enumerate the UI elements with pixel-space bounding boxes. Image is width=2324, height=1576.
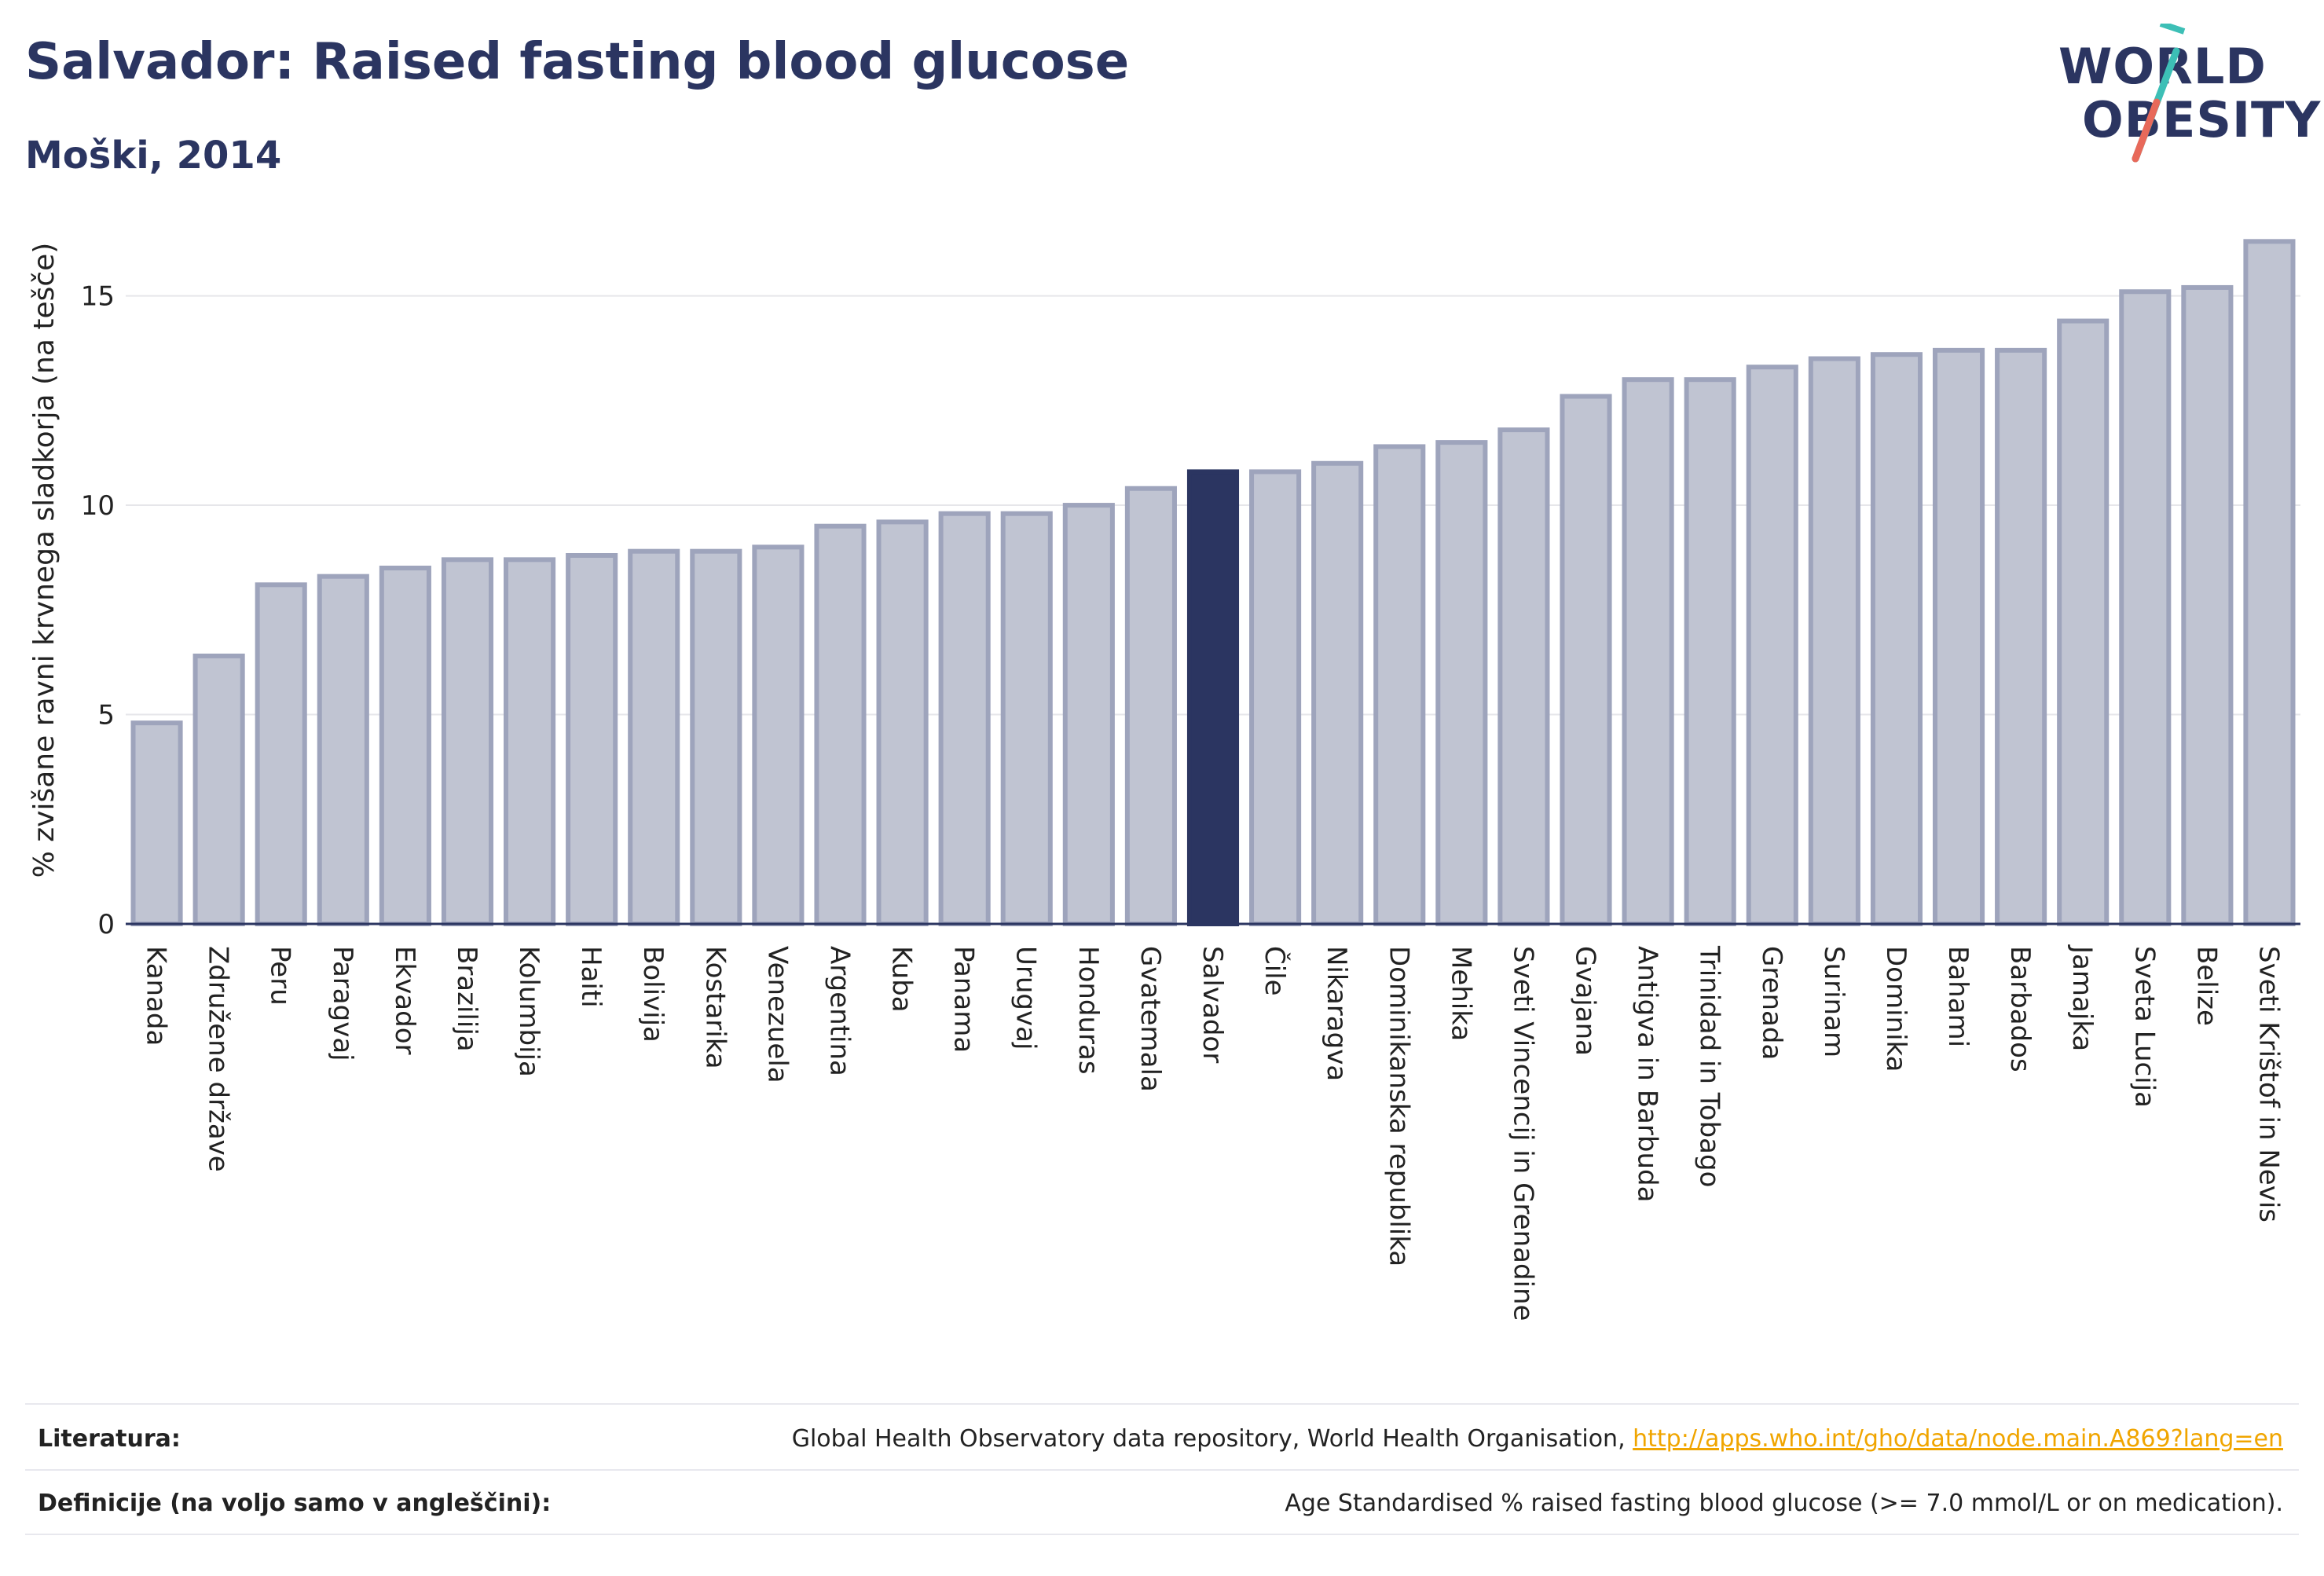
- footer-row-sources: Literatura: Global Health Observatory da…: [25, 1408, 2299, 1471]
- x-tick-label: Nikaragva: [1321, 946, 1352, 1081]
- bar: [1870, 352, 1923, 926]
- bar: [255, 582, 307, 926]
- sources-link[interactable]: http://apps.who.int/gho/data/node.main.A…: [1633, 1425, 2283, 1453]
- footer-divider: [25, 1534, 2299, 1535]
- bar: [1186, 469, 1240, 926]
- x-tick-label: Salvador: [1197, 946, 1228, 1063]
- x-tick-label: Belize: [2190, 946, 2222, 1026]
- x-tick-label: Gvajana: [1570, 946, 1601, 1056]
- bar: [752, 544, 805, 927]
- x-tick-label: Peru: [265, 946, 296, 1006]
- x-tick-label: Gvatemala: [1135, 946, 1166, 1092]
- x-tick-label: Grenada: [1756, 946, 1787, 1060]
- bar: [504, 557, 556, 926]
- x-tick-label: Argentina: [823, 946, 855, 1076]
- bar: [876, 519, 929, 926]
- bar: [1311, 460, 1364, 926]
- footer-divider: [25, 1469, 2299, 1471]
- bar: [1435, 440, 1488, 926]
- y-tick-label: 10: [81, 490, 115, 522]
- bar: [1497, 427, 1550, 926]
- x-tick-label: Trinidad in Tobago: [1694, 945, 1725, 1187]
- x-tick-label: Bolivija: [637, 946, 669, 1043]
- bar: [814, 523, 867, 926]
- sources-value: Global Health Observatory data repositor…: [792, 1425, 2283, 1453]
- chart-subtitle: Moški, 2014: [25, 134, 282, 178]
- x-tick-label: Panama: [948, 946, 980, 1053]
- x-tick-label: Brazilija: [451, 946, 482, 1052]
- bar: [566, 553, 618, 926]
- bar: [628, 548, 680, 927]
- y-tick-label: 15: [81, 281, 115, 313]
- y-tick-label: 5: [97, 700, 115, 731]
- bar: [441, 557, 494, 926]
- x-tick-label: Sveti Krištof in Nevis: [2253, 946, 2284, 1222]
- bar: [2181, 284, 2234, 927]
- x-tick-label: Haiti: [575, 946, 607, 1008]
- x-tick-label: Kuba: [886, 946, 918, 1013]
- x-tick-label: Honduras: [1072, 946, 1104, 1075]
- y-axis-label: % zvišane ravni krvnega sladkorja (na te…: [28, 243, 60, 878]
- footer-row-definitions: Definicije (na voljo samo v angleščini):…: [25, 1472, 2299, 1535]
- bar: [379, 566, 431, 926]
- x-tick-label: Urugvaj: [1010, 946, 1042, 1050]
- x-tick-label: Kolumbija: [513, 946, 544, 1077]
- bar: [1560, 394, 1612, 926]
- bar: [1995, 347, 2047, 926]
- x-tick-label: Mehika: [1445, 946, 1476, 1041]
- sources-text: Global Health Observatory data repositor…: [791, 1425, 1633, 1453]
- bar: [1622, 377, 1674, 927]
- x-tick-label: Sveti Vincencij in Grenadine: [1507, 946, 1538, 1321]
- bar: [1249, 469, 1302, 926]
- x-tick-label: Barbados: [2004, 946, 2036, 1072]
- x-tick-label: Antigva in Barbuda: [1632, 946, 1663, 1202]
- bar: [192, 653, 245, 927]
- x-tick-label: Bahami: [1942, 946, 1974, 1047]
- bar: [1124, 486, 1177, 926]
- bar: [2243, 239, 2296, 926]
- x-tick-label: Čile: [1259, 946, 1291, 996]
- sources-label: Literatura:: [38, 1425, 181, 1453]
- x-tick-label: Paragvaj: [327, 946, 358, 1061]
- x-tick-label: Surinam: [1818, 946, 1849, 1057]
- x-tick-label: Dominikanska republika: [1383, 946, 1414, 1266]
- bar-chart: 0 5 10 15 % zvišane ravni krvnega sladkorja …: [28, 239, 2300, 1321]
- x-tick-label: Sveta Lucija: [2128, 946, 2160, 1108]
- bar: [2119, 289, 2172, 926]
- x-tick-label: Dominika: [1880, 946, 1912, 1072]
- y-tick-label: 0: [97, 909, 115, 940]
- footer-divider: [25, 1403, 2299, 1405]
- x-tick-label: Združene države: [203, 946, 234, 1172]
- x-tick-label: Kostarika: [699, 946, 731, 1069]
- bar: [938, 511, 991, 926]
- logo-line-2: OBESITY: [2082, 91, 2322, 148]
- x-tick-label: Venezuela: [761, 946, 793, 1083]
- x-tick-label: Ekvador: [389, 946, 420, 1055]
- bar: [1062, 503, 1115, 926]
- bar: [1373, 444, 1426, 926]
- bar: [690, 548, 742, 927]
- world-obesity-logo: WORLD OBESITY: [2043, 24, 2320, 165]
- x-tick-label: Jamajka: [2066, 944, 2098, 1051]
- bar: [317, 574, 369, 926]
- logo-slash-icon: [2132, 24, 2186, 163]
- bar: [1808, 356, 1860, 926]
- bar: [2057, 318, 2110, 926]
- bar: [1684, 377, 1736, 927]
- bar: [1932, 347, 1985, 926]
- definitions-label: Definicije (na voljo samo v angleščini):: [38, 1490, 552, 1517]
- bar: [130, 720, 183, 926]
- bar: [1000, 511, 1053, 926]
- chart-title: Salvador: Raised fasting blood glucose: [25, 33, 1130, 91]
- definitions-value: Age Standardised % raised fasting blood …: [1285, 1490, 2283, 1517]
- bar: [1746, 365, 1798, 926]
- x-tick-label: Kanada: [141, 946, 172, 1046]
